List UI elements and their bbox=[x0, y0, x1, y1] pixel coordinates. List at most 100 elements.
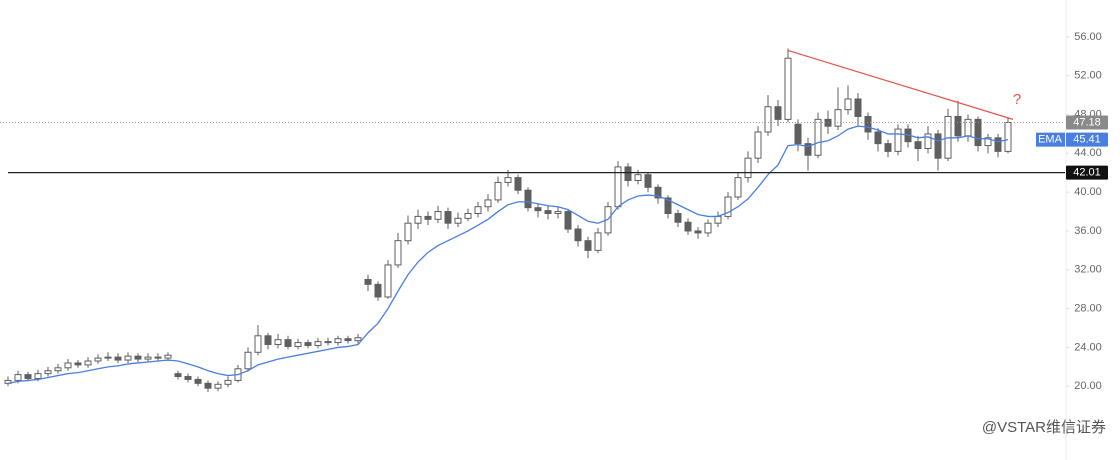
candle-body bbox=[864, 115, 872, 133]
candle-body bbox=[544, 210, 552, 215]
trendline bbox=[787, 49, 1014, 120]
candle-body bbox=[844, 98, 852, 111]
candle-body bbox=[244, 351, 252, 370]
candle-body bbox=[964, 118, 972, 137]
candle-body bbox=[684, 221, 692, 232]
candle-body bbox=[124, 355, 132, 361]
candle-body bbox=[254, 335, 262, 353]
y-tick-label: 56.00 bbox=[1074, 31, 1102, 43]
annotation: ? bbox=[1013, 91, 1021, 108]
candle-body bbox=[444, 211, 452, 224]
candle-body bbox=[114, 356, 122, 361]
candle-body bbox=[994, 137, 1002, 152]
candle-body bbox=[644, 174, 652, 188]
candle-body bbox=[464, 213, 472, 219]
candle-body bbox=[524, 189, 532, 209]
last-price-tag bbox=[1066, 115, 1108, 130]
candle-body bbox=[504, 177, 512, 183]
candle-body bbox=[704, 222, 712, 234]
candle-body bbox=[754, 131, 762, 159]
y-tick-label: 52.00 bbox=[1074, 70, 1102, 82]
candle-body bbox=[954, 115, 962, 137]
candle-body bbox=[1004, 121, 1012, 152]
y-tick-label: 40.00 bbox=[1074, 186, 1102, 198]
candle-body bbox=[804, 143, 812, 156]
candle-body bbox=[494, 181, 502, 201]
candle-body bbox=[184, 376, 192, 380]
candle-body bbox=[404, 222, 412, 242]
candle-body bbox=[144, 356, 152, 360]
candle-body bbox=[74, 362, 82, 366]
candle-body bbox=[154, 356, 162, 359]
candle-body bbox=[764, 106, 772, 133]
candle-body bbox=[204, 382, 212, 389]
candle-body bbox=[384, 264, 392, 298]
candle-body bbox=[514, 177, 522, 191]
candle-body bbox=[914, 141, 922, 149]
ema-line bbox=[7, 125, 1009, 384]
candle-body bbox=[784, 57, 792, 120]
candle-body bbox=[564, 211, 572, 230]
candle-body bbox=[34, 373, 42, 379]
candle-body bbox=[894, 128, 902, 152]
candle-body bbox=[574, 228, 582, 242]
y-tick-label: 24.00 bbox=[1074, 341, 1102, 353]
candle-body bbox=[344, 338, 352, 342]
candle-body bbox=[734, 177, 742, 198]
candle-body bbox=[134, 355, 142, 360]
candle-body bbox=[414, 215, 422, 224]
candle-body bbox=[454, 217, 462, 224]
candle-body bbox=[14, 374, 22, 381]
candle-body bbox=[264, 335, 272, 346]
candle-body bbox=[314, 341, 322, 346]
candle-body bbox=[284, 339, 292, 347]
candle-body bbox=[694, 230, 702, 234]
candle-body bbox=[974, 118, 982, 147]
candle-body bbox=[654, 186, 662, 199]
watermark: @VSTAR维信证券 bbox=[982, 419, 1106, 436]
candle-body bbox=[424, 215, 432, 220]
candle-body bbox=[194, 378, 202, 384]
candle-body bbox=[854, 98, 862, 117]
candle-body bbox=[724, 196, 732, 217]
y-tick-label: 28.00 bbox=[1074, 303, 1102, 315]
candle-body bbox=[834, 109, 842, 127]
candle-body bbox=[94, 357, 102, 362]
candle-body bbox=[884, 143, 892, 152]
candle-body bbox=[164, 354, 172, 359]
candle-body bbox=[84, 360, 92, 366]
candle-body bbox=[104, 356, 112, 359]
ema-tag bbox=[1066, 132, 1108, 147]
candle-body bbox=[334, 338, 342, 344]
candle-body bbox=[274, 339, 282, 346]
y-tick-label: 36.00 bbox=[1074, 225, 1102, 237]
candle-body bbox=[484, 199, 492, 208]
candle-body bbox=[354, 337, 362, 342]
candle-body bbox=[64, 362, 72, 369]
level-tag-label: 42.01 bbox=[1073, 167, 1101, 179]
candle-body bbox=[634, 174, 642, 182]
candle-body bbox=[174, 373, 182, 378]
candle-body bbox=[24, 374, 32, 379]
candle-body bbox=[554, 211, 562, 215]
candle-body bbox=[304, 342, 312, 346]
candle-body bbox=[364, 278, 372, 285]
candle-body bbox=[534, 207, 542, 212]
candle-body bbox=[874, 131, 882, 145]
candle-body bbox=[624, 166, 632, 182]
candle-body bbox=[434, 211, 442, 220]
candle-body bbox=[54, 367, 62, 372]
ema-name-tag bbox=[1036, 132, 1065, 147]
candle-body bbox=[374, 283, 382, 298]
candle-body bbox=[44, 370, 52, 375]
candle-body bbox=[294, 342, 302, 347]
level-tag bbox=[1066, 165, 1108, 180]
candle-body bbox=[214, 383, 222, 389]
candle-body bbox=[394, 240, 402, 266]
candle-body bbox=[744, 157, 752, 179]
candle-body bbox=[814, 118, 822, 156]
y-tick-label: 20.00 bbox=[1074, 380, 1102, 392]
candle-body bbox=[594, 232, 602, 251]
candle-body bbox=[324, 341, 332, 344]
candle-body bbox=[584, 240, 592, 251]
